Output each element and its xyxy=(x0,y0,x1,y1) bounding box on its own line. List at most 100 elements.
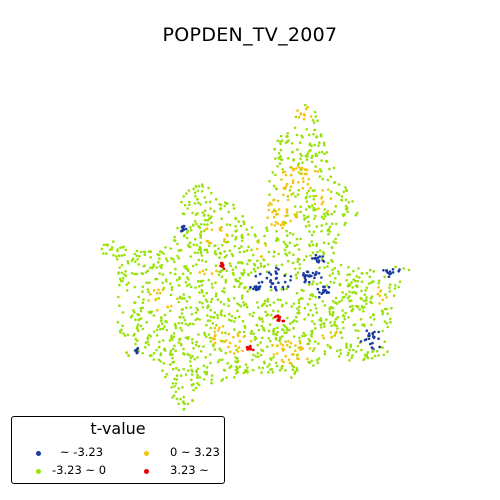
map-point xyxy=(311,251,315,254)
map-point xyxy=(289,219,292,223)
map-point xyxy=(234,216,237,220)
map-point xyxy=(304,103,307,107)
map-point xyxy=(198,245,202,249)
map-point xyxy=(221,378,225,381)
map-point xyxy=(365,355,369,358)
map-point xyxy=(322,217,325,220)
map-point xyxy=(307,342,311,346)
map-point xyxy=(305,192,309,195)
map-point xyxy=(181,272,185,276)
map-point xyxy=(218,270,221,273)
map-point xyxy=(347,316,350,319)
map-point xyxy=(304,274,308,277)
map-point xyxy=(290,362,293,365)
map-point xyxy=(296,368,299,372)
map-point xyxy=(260,348,263,352)
map-point xyxy=(355,211,359,215)
map-point xyxy=(312,230,316,234)
map-point xyxy=(188,322,192,326)
map-point xyxy=(196,367,200,371)
map-point xyxy=(255,286,258,290)
map-point xyxy=(134,342,137,346)
map-point xyxy=(320,276,323,279)
map-point xyxy=(119,246,122,249)
map-point xyxy=(247,245,250,249)
map-point xyxy=(127,354,130,358)
map-point xyxy=(372,270,376,273)
map-point xyxy=(207,244,211,248)
map-point xyxy=(190,312,194,316)
map-point xyxy=(188,354,191,357)
map-point xyxy=(266,313,270,316)
map-point xyxy=(275,187,279,191)
map-point xyxy=(253,233,257,236)
map-point xyxy=(315,225,319,228)
map-point xyxy=(197,333,200,336)
map-point xyxy=(180,321,184,325)
map-point xyxy=(377,330,381,334)
map-point xyxy=(223,291,226,294)
map-point xyxy=(265,226,268,229)
map-point xyxy=(321,177,325,181)
map-point xyxy=(269,313,273,317)
map-point xyxy=(326,265,329,268)
map-point xyxy=(184,265,188,268)
map-point xyxy=(335,302,339,305)
map-point xyxy=(118,304,121,308)
map-point xyxy=(240,272,243,275)
map-point xyxy=(373,354,377,358)
map-point xyxy=(276,212,279,216)
map-point xyxy=(218,256,221,259)
map-point xyxy=(292,365,296,369)
map-point xyxy=(338,300,341,304)
map-point xyxy=(291,368,295,372)
map-point xyxy=(358,276,361,279)
map-point xyxy=(301,161,304,164)
map-point xyxy=(289,275,293,278)
map-point xyxy=(276,222,280,225)
map-point xyxy=(328,274,332,277)
map-point xyxy=(110,246,114,249)
map-point xyxy=(289,279,292,282)
map-point xyxy=(118,283,121,287)
map-point xyxy=(184,281,188,284)
map-point xyxy=(155,291,159,295)
map-point xyxy=(259,341,262,344)
map-point xyxy=(329,321,332,324)
map-point xyxy=(208,217,211,221)
map-point xyxy=(386,325,390,329)
map-point xyxy=(259,255,263,258)
map-point xyxy=(141,301,145,305)
map-point xyxy=(294,273,298,277)
map-point xyxy=(321,334,324,337)
map-point xyxy=(227,332,231,336)
map-point xyxy=(357,329,360,333)
map-point xyxy=(311,349,315,353)
map-point xyxy=(125,283,128,287)
map-point xyxy=(206,251,209,254)
map-point xyxy=(182,408,185,411)
map-point xyxy=(383,340,387,344)
map-point xyxy=(255,324,259,327)
map-point xyxy=(120,254,124,257)
map-point xyxy=(234,266,238,269)
map-point xyxy=(280,158,284,162)
map-point xyxy=(177,368,181,372)
map-point xyxy=(337,233,340,236)
map-point xyxy=(239,224,243,228)
map-point xyxy=(149,293,152,296)
map-point xyxy=(257,328,261,332)
map-point xyxy=(259,262,263,265)
map-point xyxy=(181,308,184,311)
map-point xyxy=(214,292,218,296)
map-point xyxy=(299,348,302,352)
map-point xyxy=(174,324,177,328)
map-point xyxy=(204,200,208,204)
map-point xyxy=(279,223,283,227)
map-point xyxy=(311,313,315,317)
map-point xyxy=(155,328,159,332)
map-point xyxy=(206,306,209,310)
map-point xyxy=(260,280,264,284)
map-point xyxy=(334,241,338,245)
map-point xyxy=(385,296,389,299)
